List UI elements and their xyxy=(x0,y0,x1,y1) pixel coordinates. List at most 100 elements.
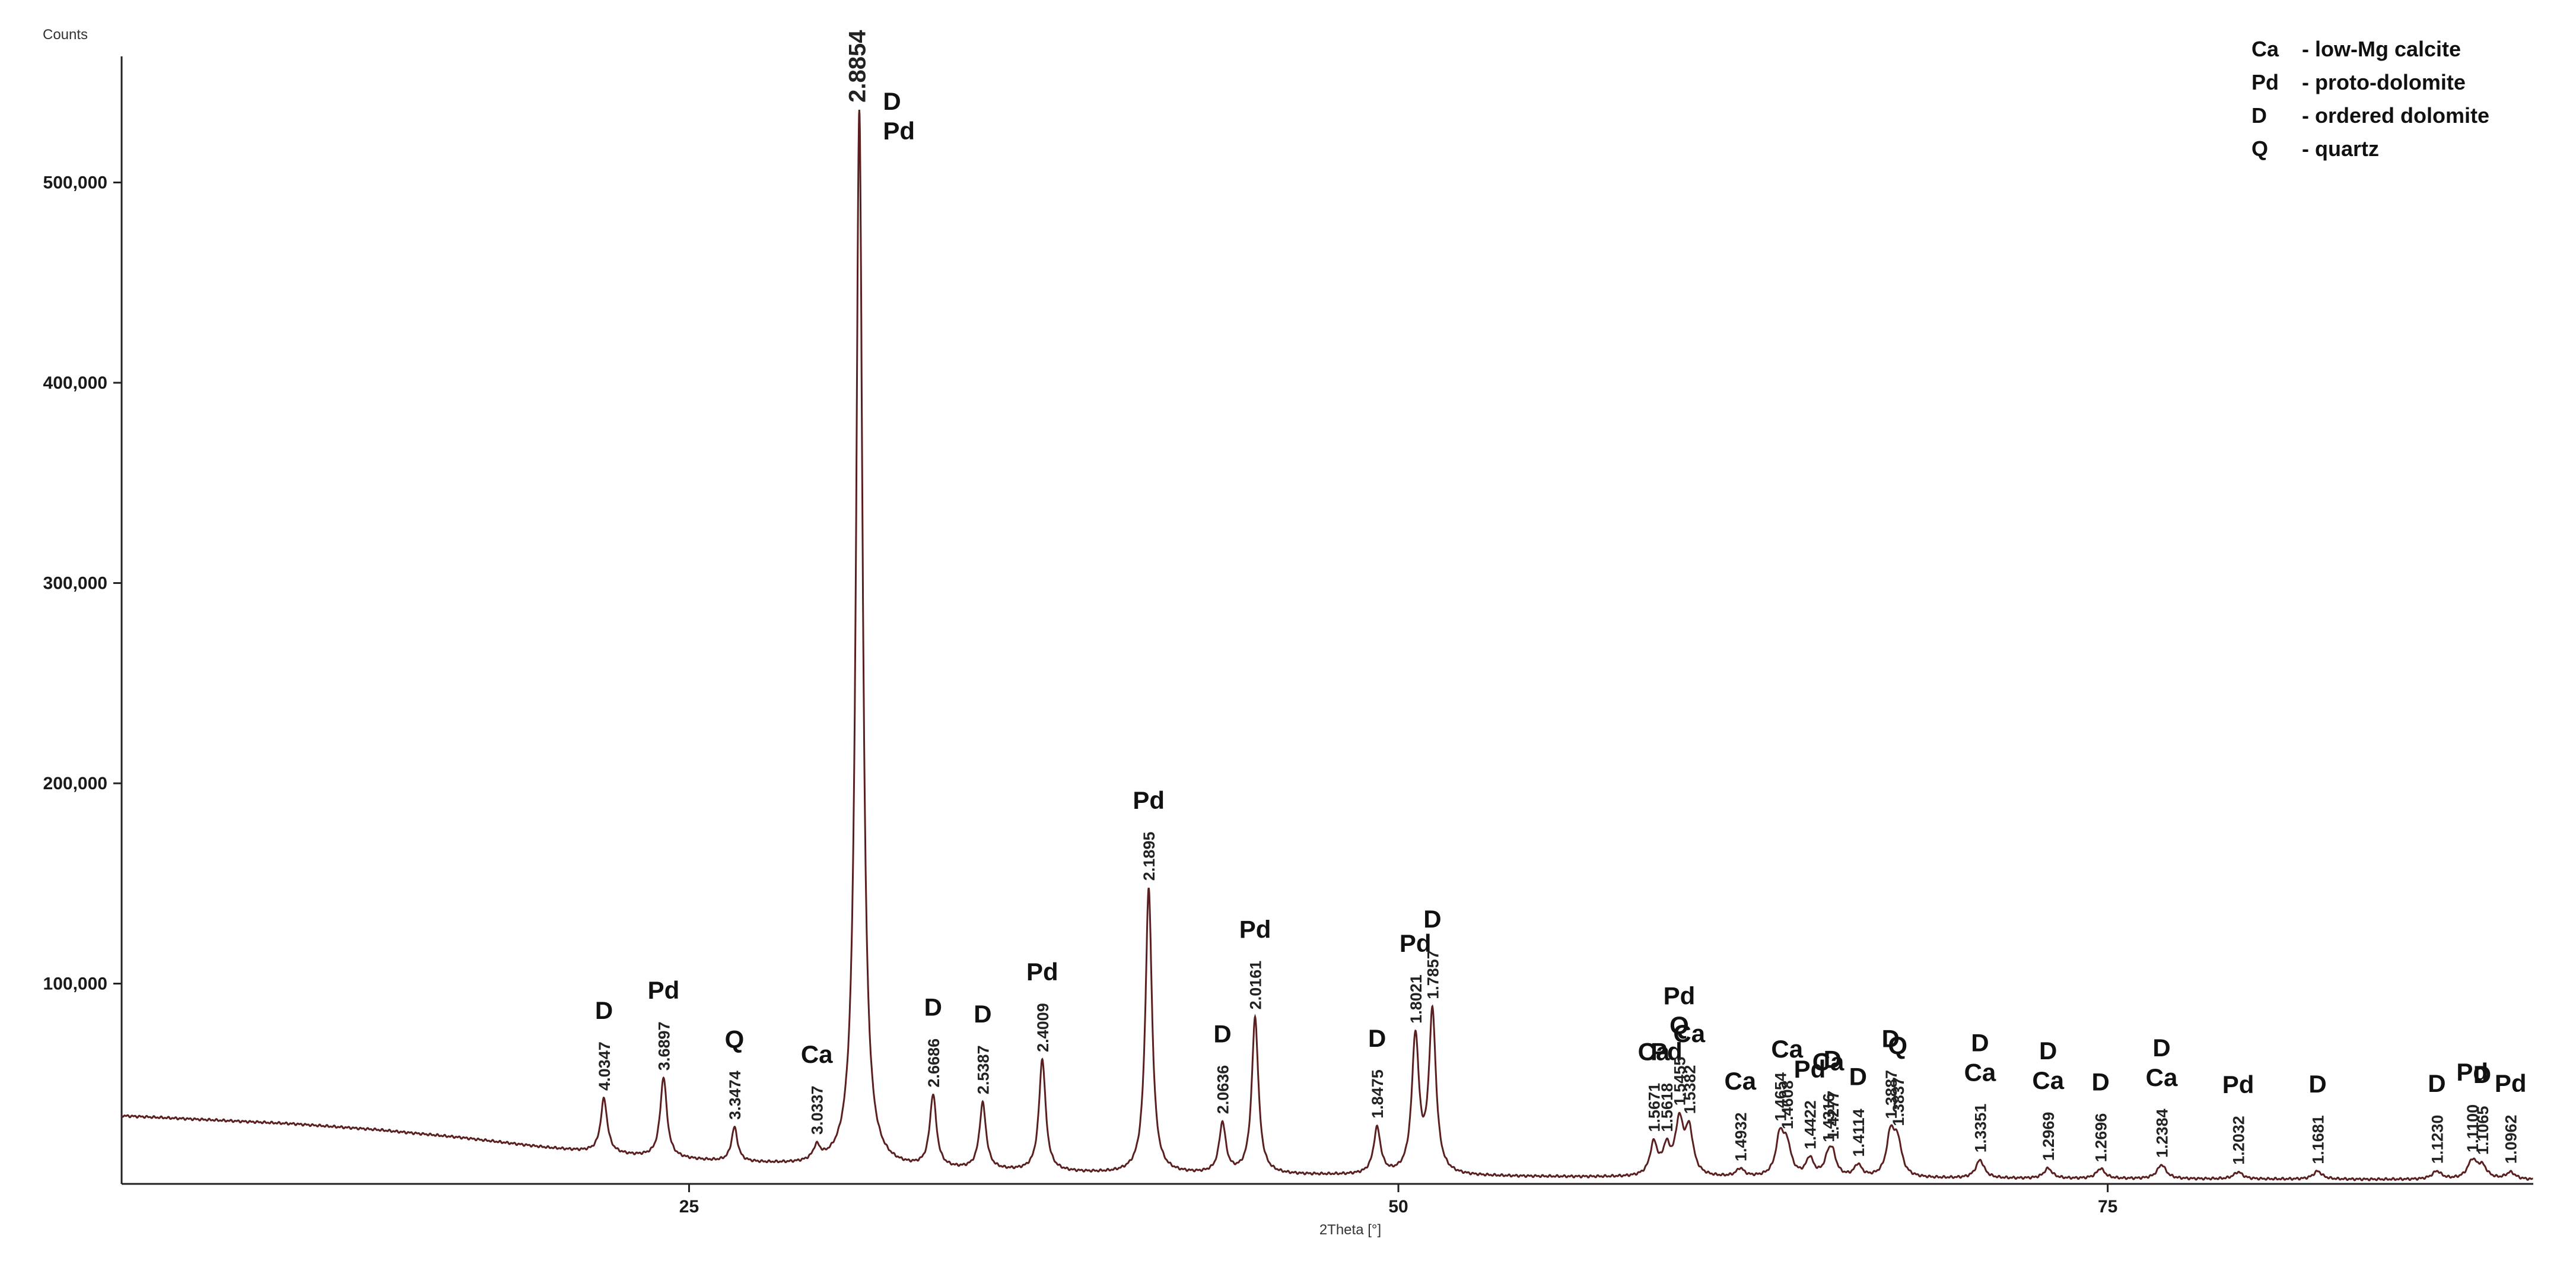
peak-annotation: 1.7857 D xyxy=(1423,905,1442,999)
diffraction-pattern-line xyxy=(120,109,2533,1182)
peak-annotation: 1.5455 PdQ xyxy=(1664,982,1696,1106)
legend-abbr: Ca xyxy=(2251,37,2279,61)
peak-annotation: 1.2384 DCa xyxy=(2146,1034,2178,1158)
phase-label: D xyxy=(1824,1045,1842,1073)
d-spacing-label: 4.0347 xyxy=(596,1041,613,1091)
phase-label: D xyxy=(1882,1025,1900,1053)
phase-label: D xyxy=(1423,905,1441,933)
legend-desc: - ordered dolomite xyxy=(2302,103,2489,128)
legend-entry: Pd - proto-dolomite xyxy=(2251,70,2466,94)
phase-label: Ca xyxy=(1964,1058,1996,1086)
d-spacing-label: 1.5455 xyxy=(1671,1057,1689,1106)
y-axis-title: Counts xyxy=(43,27,88,43)
x-axis-ticks: 25 50 75 xyxy=(679,1184,2117,1217)
d-spacing-label: 1.7857 xyxy=(1424,950,1442,999)
d-spacing-label: 1.5618 xyxy=(1658,1083,1676,1132)
d-spacing-label: 1.1065 xyxy=(2474,1106,2492,1155)
x-tick-label: 25 xyxy=(679,1197,699,1217)
d-spacing-label: 1.1230 xyxy=(2428,1115,2446,1164)
phase-label: Pd xyxy=(648,976,680,1004)
phase-label: D xyxy=(883,87,901,115)
peak-annotation: 1.5618 Pd xyxy=(1650,1038,1683,1132)
phase-label: D xyxy=(2428,1069,2445,1097)
d-spacing-label: 1.3837 xyxy=(1890,1077,1907,1126)
phase-label: Ca xyxy=(1638,1037,1670,1065)
phase-label: Q xyxy=(1888,1032,1907,1060)
phase-label: D xyxy=(924,993,942,1021)
peak-annotation: 2.8854 DPd xyxy=(844,30,915,145)
d-spacing-label: 3.0337 xyxy=(809,1085,826,1135)
peak-annotation: 1.4654 xyxy=(1772,1072,1789,1122)
y-tick-label: 200,000 xyxy=(43,774,107,793)
phase-label: D xyxy=(1971,1028,1989,1056)
x-tick-label: 75 xyxy=(2098,1197,2117,1217)
peak-annotation: 1.8021 Pd xyxy=(1400,929,1432,1024)
d-spacing-label: 2.0636 xyxy=(1214,1065,1232,1114)
peak-annotation: 3.6897 Pd xyxy=(648,976,680,1071)
phase-label: Pd xyxy=(2495,1069,2527,1097)
peak-annotation: 1.2696 D xyxy=(2092,1068,2110,1162)
peak-annotation: 4.0347 D xyxy=(595,996,613,1091)
y-tick-label: 500,000 xyxy=(43,173,107,193)
peak-annotation: 1.3351 DCa xyxy=(1964,1028,1996,1152)
d-spacing-label: 1.4654 xyxy=(1772,1072,1789,1122)
peak-annotation: 1.1065 D xyxy=(2473,1060,2492,1155)
legend-entry: Ca - low-Mg calcite xyxy=(2251,37,2461,61)
d-spacing-label: 1.1681 xyxy=(2310,1115,2327,1164)
d-spacing-label: 2.4009 xyxy=(1034,1003,1052,1052)
peak-annotation: 1.1681 D xyxy=(2308,1070,2327,1164)
phase-label: Ca xyxy=(1812,1048,1844,1076)
peak-annotation: 3.3474 Q xyxy=(725,1025,745,1120)
d-spacing-label: 1.3351 xyxy=(1971,1104,1989,1153)
y-tick-label: 100,000 xyxy=(43,974,107,994)
peak-annotation: 1.8475 D xyxy=(1368,1024,1386,1119)
d-spacing-label: 2.6686 xyxy=(925,1038,943,1088)
legend-desc: - low-Mg calcite xyxy=(2302,37,2461,61)
phase-label: Pd xyxy=(1026,958,1058,986)
peak-annotation: 1.5671 Ca xyxy=(1638,1037,1670,1132)
d-spacing-label: 1.0962 xyxy=(2502,1114,2520,1164)
peak-annotation: 1.4608 Ca xyxy=(1771,1035,1803,1129)
peak-annotation: 1.3837 Q xyxy=(1888,1032,1907,1126)
peak-annotation: 1.2969 DCa xyxy=(2032,1037,2064,1161)
phase-label: Pd xyxy=(1664,982,1696,1009)
phase-label: D xyxy=(1368,1024,1386,1052)
phase-label: Pd xyxy=(1133,786,1165,814)
phase-label: Pd xyxy=(1794,1055,1826,1083)
y-tick-label: 400,000 xyxy=(43,373,107,393)
d-spacing-label: 2.0161 xyxy=(1247,961,1265,1010)
d-spacing-label: 1.4316 xyxy=(1820,1093,1838,1142)
phase-label: D xyxy=(2152,1034,2170,1062)
legend-desc: - quartz xyxy=(2302,136,2379,161)
x-tick-label: 50 xyxy=(1388,1197,1408,1217)
d-spacing-label: 1.4422 xyxy=(1802,1100,1820,1149)
phase-label: Pd xyxy=(1400,929,1432,957)
phase-label: D xyxy=(2473,1060,2491,1088)
peak-annotation: 1.4422 Pd xyxy=(1794,1055,1826,1149)
peak-annotation: 1.5382 Ca xyxy=(1673,1020,1705,1114)
peak-annotation: 1.1100 Pd xyxy=(2456,1058,2488,1152)
phase-label: D xyxy=(2308,1070,2326,1098)
legend-abbr: Pd xyxy=(2251,70,2279,94)
peak-annotation: 2.6686 D xyxy=(924,993,943,1087)
d-spacing-label: 1.5382 xyxy=(1681,1065,1699,1114)
d-spacing-label: 3.3474 xyxy=(726,1071,744,1120)
peak-annotation: 1.3887 D xyxy=(1882,1025,1900,1119)
d-spacing-label: 1.2696 xyxy=(2092,1113,2110,1163)
d-spacing-label: 1.4114 xyxy=(1850,1109,1868,1157)
peak-annotation: 1.4932 Ca xyxy=(1724,1067,1756,1161)
d-spacing-label: 1.2032 xyxy=(2230,1116,2248,1165)
phase-label: Ca xyxy=(2146,1063,2178,1091)
legend-abbr: Q xyxy=(2251,136,2268,161)
peak-annotation: 2.4009 Pd xyxy=(1026,958,1058,1052)
phase-label: Pd xyxy=(1650,1038,1683,1066)
peak-annotation: 2.1895 Pd xyxy=(1133,786,1165,881)
d-spacing-label: 1.1100 xyxy=(2464,1104,2482,1152)
phase-label: Q xyxy=(725,1025,745,1053)
peak-annotation: 1.2032 Pd xyxy=(2222,1071,2254,1165)
phase-label: Ca xyxy=(801,1040,833,1068)
phase-label: D xyxy=(2092,1068,2110,1095)
phase-label: Pd xyxy=(2222,1071,2254,1098)
legend-desc: - proto-dolomite xyxy=(2302,70,2466,94)
